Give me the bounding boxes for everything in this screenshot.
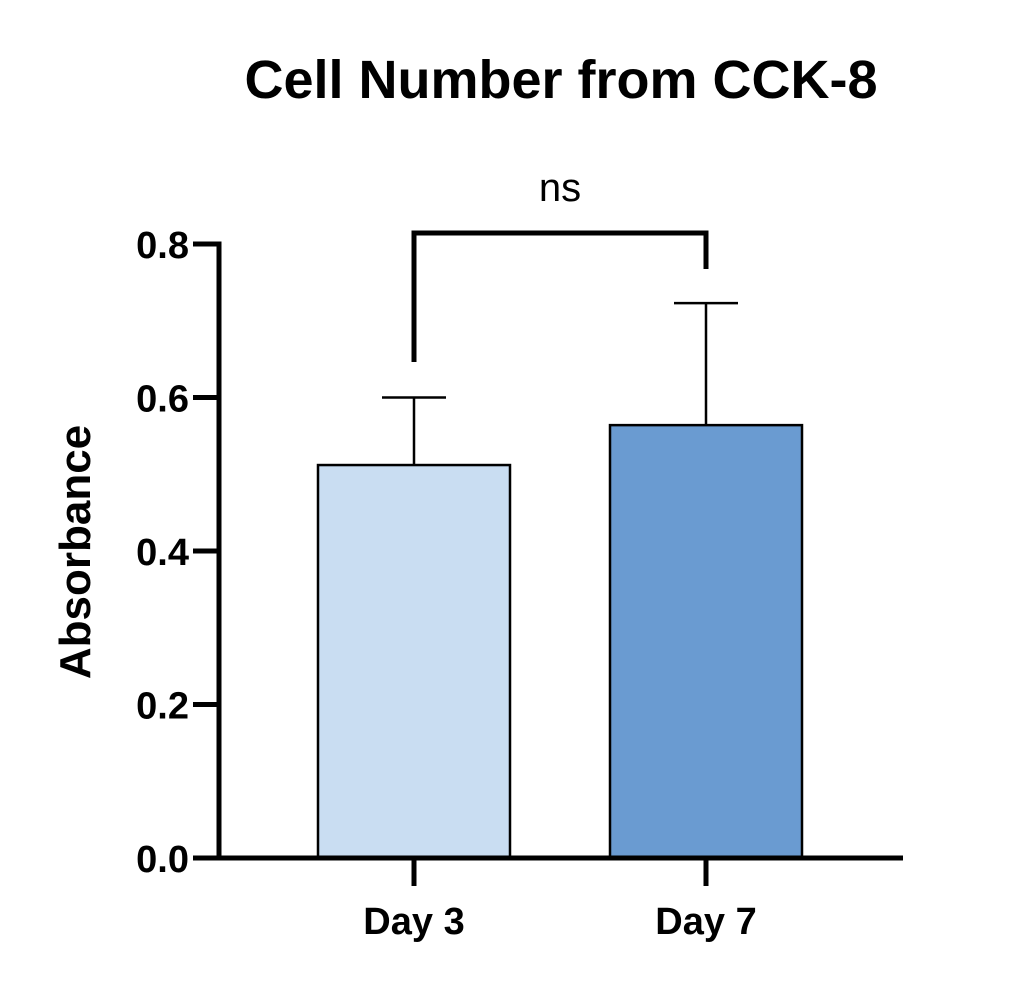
significance-bracket — [411, 230, 709, 362]
error-bar-day-7 — [674, 301, 738, 426]
y-tick-label: 0.4 — [136, 532, 189, 574]
axes-layer: 0.0 0.2 0.4 0.6 0.8 Day 3 Day 7 — [136, 225, 903, 943]
y-tick-label: 0.8 — [136, 225, 189, 267]
chart-title: Cell Number from CCK-8 — [244, 50, 877, 110]
bar-day-7 — [608, 423, 804, 860]
x-tick-label: Day 7 — [655, 901, 756, 943]
y-tick-label: 0.2 — [136, 686, 189, 728]
error-bar-day-3 — [382, 396, 446, 466]
x-tick-label: Day 3 — [363, 901, 464, 943]
y-tick-label: 0.0 — [136, 839, 189, 881]
significance-layer: ns — [411, 166, 709, 362]
significance-label: ns — [539, 166, 581, 210]
y-axis-label: Absorbance — [51, 425, 100, 679]
y-tick-label: 0.6 — [136, 379, 189, 421]
bar-day-3 — [316, 463, 512, 860]
error-bars-layer — [382, 301, 738, 466]
bars-layer — [316, 423, 804, 860]
